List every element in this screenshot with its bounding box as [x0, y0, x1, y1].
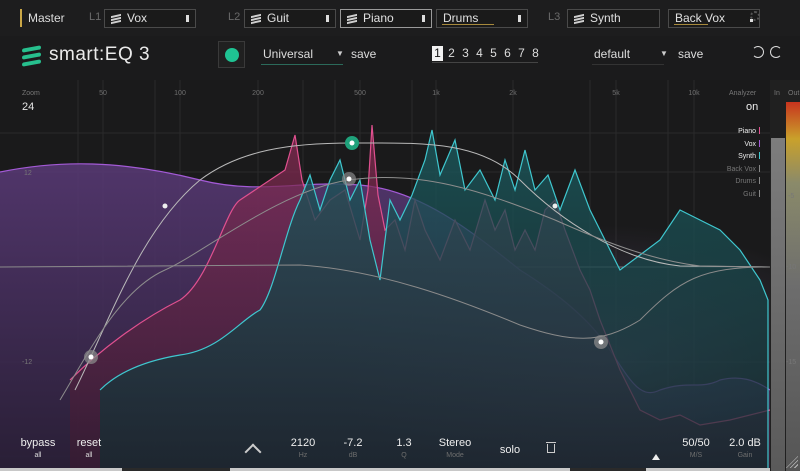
- profile-save-button[interactable]: save: [351, 47, 377, 61]
- snapshot-selector: 1 2 3 4 5 6 7 8: [432, 46, 541, 61]
- triangle-up-icon[interactable]: [652, 454, 660, 460]
- slot-handle[interactable]: [326, 15, 329, 22]
- synth-spectrum: [100, 130, 768, 471]
- preset-save-button[interactable]: save: [678, 47, 704, 61]
- input-meter: [771, 138, 785, 471]
- eq-graph: [0, 80, 770, 471]
- preset-dropdown[interactable]: default ▼: [592, 47, 668, 65]
- snapshot-5[interactable]: 5: [490, 46, 497, 60]
- snapshot-4[interactable]: 4: [476, 46, 483, 60]
- stack-icon: [574, 13, 584, 24]
- meter-scale-label: -10: [786, 264, 797, 271]
- legend-item-back-vox[interactable]: Back Vox: [727, 164, 760, 177]
- track-slot-vox[interactable]: Vox: [104, 9, 196, 28]
- undo-icon[interactable]: [752, 46, 764, 58]
- freq-label: 5k: [612, 90, 620, 97]
- horizontal-scrollbar[interactable]: [0, 468, 770, 471]
- caret-down-icon: ▼: [336, 49, 344, 58]
- trash-icon[interactable]: [546, 442, 556, 453]
- track-slot-underline: [674, 24, 708, 25]
- legend-item-drums[interactable]: Drums: [727, 176, 760, 189]
- power-indicator: [225, 48, 239, 62]
- zoom-label: Zoom: [22, 90, 40, 97]
- track-slot-drums[interactable]: Drums: [436, 9, 528, 28]
- track-slot-underline: [442, 24, 494, 25]
- band-mode[interactable]: Stereo Mode: [438, 437, 472, 459]
- gear-icon[interactable]: [750, 11, 760, 21]
- caret-down-icon: ▼: [660, 49, 668, 58]
- freq-label: 200: [252, 90, 264, 97]
- level-meters: In Out -5 -10 -15: [770, 80, 800, 471]
- stack-icon: [347, 13, 357, 24]
- meter-scale-label: -15: [786, 359, 797, 366]
- profile-dropdown[interactable]: Universal ▼: [261, 47, 344, 65]
- bypass-all-button[interactable]: bypass all: [20, 437, 56, 459]
- legend-item-vox[interactable]: Vox: [727, 139, 760, 152]
- analyzer-toggle[interactable]: on: [746, 101, 759, 113]
- snapshot-6[interactable]: 6: [504, 46, 511, 60]
- legend-item-piano[interactable]: Piano: [727, 126, 760, 139]
- logo-icon: [22, 45, 42, 67]
- stack-icon: [251, 13, 261, 24]
- layer-bar: Master L1 Vox L2 Guit Piano Drums L3 Syn…: [0, 0, 800, 36]
- track-slot-back-vox[interactable]: Back Vox: [668, 9, 760, 28]
- power-button[interactable]: [218, 41, 245, 68]
- eq-display[interactable]: Zoom 24 50 100 200 500 1k 2k 5k 10k 12 -…: [0, 80, 770, 471]
- zoom-value[interactable]: 24: [22, 101, 35, 113]
- snapshot-8[interactable]: 8: [532, 46, 539, 60]
- track-slot-synth[interactable]: Synth: [567, 9, 660, 28]
- eq-node[interactable]: [162, 203, 168, 209]
- output-meter: [786, 102, 800, 471]
- slot-handle[interactable]: [750, 19, 753, 22]
- freq-label: 1k: [432, 90, 440, 97]
- track-slot-piano[interactable]: Piano: [340, 9, 432, 28]
- solo-button[interactable]: solo: [499, 444, 521, 456]
- stack-icon: [111, 13, 121, 24]
- output-gain[interactable]: 2.0 dB Gain: [729, 437, 761, 459]
- snapshot-1[interactable]: 1: [432, 46, 443, 61]
- reset-all-button[interactable]: reset all: [76, 437, 102, 459]
- freq-label: 500: [354, 90, 366, 97]
- slot-handle[interactable]: [186, 15, 189, 22]
- db-label: 12: [24, 170, 32, 177]
- band-gain[interactable]: -7.2 dB: [343, 437, 363, 459]
- freq-label: 10k: [688, 90, 700, 97]
- freq-label: 2k: [509, 90, 517, 97]
- snapshot-3[interactable]: 3: [462, 46, 469, 60]
- snapshot-2[interactable]: 2: [448, 46, 455, 60]
- redo-icon[interactable]: [770, 46, 782, 58]
- eq-curve-cut: [0, 264, 770, 339]
- band-frequency[interactable]: 2120 Hz: [290, 437, 316, 459]
- snapshot-7[interactable]: 7: [518, 46, 525, 60]
- analyzer-legend: Piano Vox Synth Back Vox Drums Guit: [727, 126, 760, 201]
- meter-scale-label: -5: [788, 193, 795, 200]
- master-tab[interactable]: Master: [20, 9, 65, 27]
- analyzer-label: Analyzer: [729, 90, 757, 97]
- legend-item-synth[interactable]: Synth: [727, 151, 760, 164]
- meter-in-label: In: [774, 90, 780, 97]
- meter-out-label: Out: [788, 90, 800, 97]
- mid-side-balance[interactable]: 50/50 M/S: [682, 437, 710, 459]
- layer-1-label: L1: [89, 11, 102, 23]
- freq-label: 100: [174, 90, 186, 97]
- layer-2-label: L2: [228, 11, 241, 23]
- layer-3-label: L3: [548, 11, 561, 23]
- db-label: -12: [22, 359, 33, 366]
- slot-handle[interactable]: [422, 15, 425, 22]
- legend-item-guit[interactable]: Guit: [727, 189, 760, 202]
- band-q[interactable]: 1.3 Q: [396, 437, 412, 459]
- track-slot-guit[interactable]: Guit: [244, 9, 336, 28]
- slot-handle[interactable]: [518, 15, 521, 22]
- freq-label: 50: [99, 90, 107, 97]
- eq-node[interactable]: [552, 203, 558, 209]
